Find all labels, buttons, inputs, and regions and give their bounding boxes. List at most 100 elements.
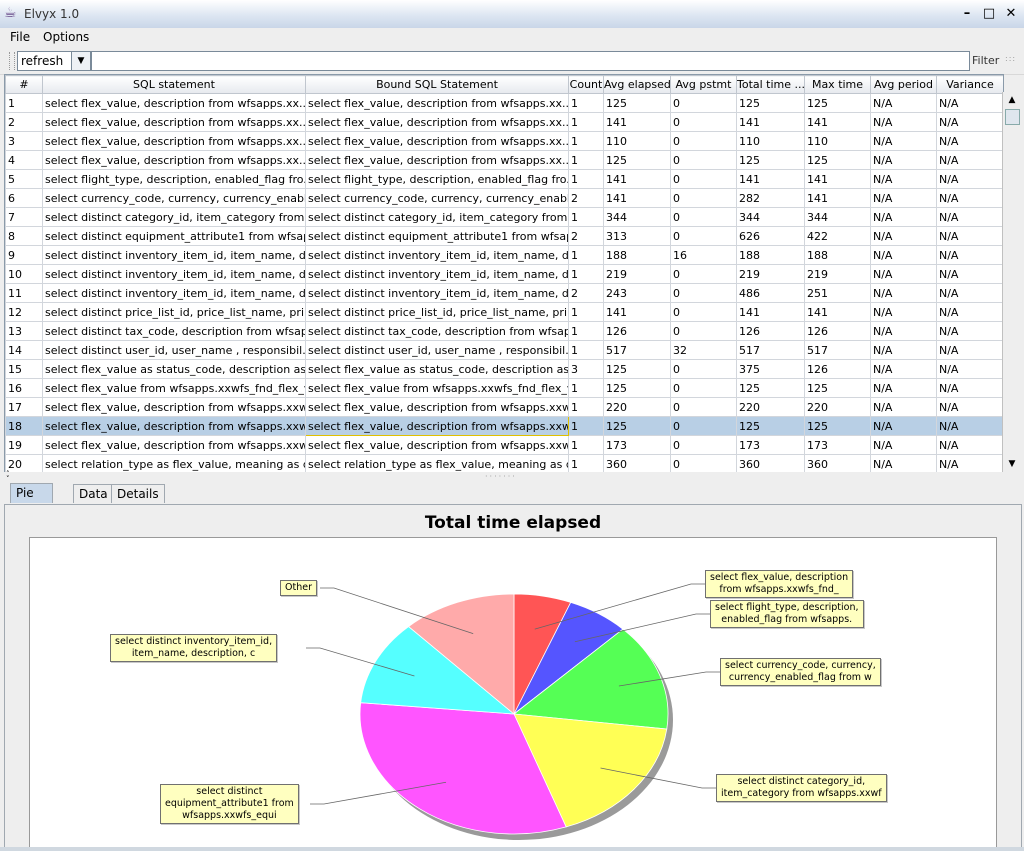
table-cell[interactable]: 626 bbox=[736, 226, 805, 246]
table-cell[interactable]: 4 bbox=[5, 150, 43, 170]
tab-data[interactable]: Data bbox=[73, 484, 114, 503]
table-cell[interactable]: 125 bbox=[603, 378, 671, 398]
table-cell[interactable]: 344 bbox=[804, 207, 871, 227]
table-cell[interactable]: 188 bbox=[804, 245, 871, 265]
tab-pie-chart[interactable]: Pie chart bbox=[10, 483, 54, 518]
table-cell[interactable]: 126 bbox=[804, 321, 871, 341]
table-cell[interactable]: select distinct equipment_attribute1 fro… bbox=[42, 226, 306, 246]
table-cell[interactable]: 2 bbox=[568, 283, 604, 303]
pie-slice[interactable] bbox=[359, 702, 567, 835]
filter-input[interactable] bbox=[91, 51, 970, 71]
toolbar-grip[interactable] bbox=[9, 52, 15, 70]
table-cell[interactable]: N/A bbox=[936, 302, 1003, 322]
table-cell[interactable]: 1 bbox=[568, 454, 604, 473]
table-cell[interactable]: 141 bbox=[736, 302, 805, 322]
table-row[interactable]: 11 select distinct inventory_item_id, ite… bbox=[5, 283, 1003, 303]
pie-slice[interactable] bbox=[407, 593, 515, 715]
table-row[interactable]: 14 select distinct user_id, user_name , r… bbox=[5, 340, 1003, 360]
table-cell[interactable]: N/A bbox=[936, 321, 1003, 341]
maximize-button[interactable]: □ bbox=[982, 6, 996, 21]
refresh-combo[interactable]: refresh ▼ bbox=[17, 51, 91, 71]
table-cell[interactable]: 126 bbox=[804, 359, 871, 379]
minimize-button[interactable]: – bbox=[963, 6, 971, 21]
table-cell[interactable]: N/A bbox=[936, 454, 1003, 473]
menu-options[interactable]: Options bbox=[43, 30, 90, 44]
table-cell[interactable]: N/A bbox=[936, 435, 1003, 455]
table-cell[interactable]: 0 bbox=[670, 188, 737, 208]
table-row[interactable]: 15 select flex_value as status_code, desc… bbox=[5, 359, 1003, 379]
table-cell[interactable]: 11 bbox=[5, 283, 43, 303]
table-cell[interactable]: 141 bbox=[736, 169, 805, 189]
table-cell[interactable]: 32 bbox=[670, 340, 737, 360]
table-cell[interactable]: N/A bbox=[870, 435, 937, 455]
table-row[interactable]: 10 select distinct inventory_item_id, ite… bbox=[5, 264, 1003, 284]
table-cell[interactable]: 3 bbox=[5, 131, 43, 151]
table-cell[interactable]: N/A bbox=[936, 188, 1003, 208]
table-row[interactable]: 1 select flex_value, description from wfs… bbox=[5, 93, 1003, 113]
table-cell[interactable]: select flex_value, description from wfsa… bbox=[305, 150, 569, 170]
table-cell[interactable]: N/A bbox=[936, 359, 1003, 379]
table-cell[interactable]: 1 bbox=[568, 112, 604, 132]
table-cell[interactable]: select flex_value as status_code, descri… bbox=[42, 359, 306, 379]
table-cell[interactable]: select flex_value, description from wfsa… bbox=[305, 416, 569, 436]
table-cell[interactable]: 126 bbox=[736, 321, 805, 341]
table-cell[interactable]: 1 bbox=[568, 150, 604, 170]
table-cell[interactable]: 2 bbox=[568, 188, 604, 208]
table-cell[interactable]: 0 bbox=[670, 454, 737, 473]
table-cell[interactable]: select distinct price_list_id, price_lis… bbox=[42, 302, 306, 322]
table-row[interactable]: 3 select flex_value, description from wfs… bbox=[5, 131, 1003, 151]
table-cell[interactable]: 1 bbox=[568, 302, 604, 322]
table-cell[interactable]: 0 bbox=[670, 131, 737, 151]
close-button[interactable]: ✕ bbox=[1005, 6, 1017, 21]
table-cell[interactable]: 110 bbox=[804, 131, 871, 151]
table-cell[interactable]: 0 bbox=[670, 150, 737, 170]
split-arrows-icon[interactable]: ˄ ˅ bbox=[6, 470, 10, 483]
scroll-up-icon[interactable]: ▲ bbox=[1008, 95, 1016, 105]
table-scrollbar[interactable]: ▲ ▼ bbox=[1002, 92, 1021, 472]
table-row[interactable]: 18 select flex_value, description from wf… bbox=[5, 416, 1003, 436]
table-cell[interactable]: select distinct inventory_item_id, item_… bbox=[42, 283, 306, 303]
table-cell[interactable]: 18 bbox=[5, 416, 43, 436]
table-cell[interactable]: select distinct category_id, item_catego… bbox=[305, 207, 569, 227]
table-cell[interactable]: select flex_value as status_code, descri… bbox=[305, 359, 569, 379]
table-cell[interactable]: N/A bbox=[870, 302, 937, 322]
table-row[interactable]: 5 select flight_type, description, enable… bbox=[5, 169, 1003, 189]
table-cell[interactable]: N/A bbox=[936, 264, 1003, 284]
table-cell[interactable]: 10 bbox=[5, 264, 43, 284]
table-cell[interactable]: 125 bbox=[736, 150, 805, 170]
table-cell[interactable]: 0 bbox=[670, 435, 737, 455]
table-cell[interactable]: 360 bbox=[603, 454, 671, 473]
table-cell[interactable]: N/A bbox=[936, 340, 1003, 360]
table-cell[interactable]: N/A bbox=[870, 169, 937, 189]
table-cell[interactable]: 360 bbox=[736, 454, 805, 473]
table-cell[interactable]: 1 bbox=[568, 93, 604, 113]
table-cell[interactable]: N/A bbox=[936, 378, 1003, 398]
table-cell[interactable]: N/A bbox=[870, 131, 937, 151]
table-cell[interactable]: 141 bbox=[804, 169, 871, 189]
scroll-thumb[interactable] bbox=[1005, 109, 1020, 125]
column-header[interactable]: Total time ... bbox=[736, 75, 805, 94]
table-cell[interactable]: 1 bbox=[568, 207, 604, 227]
table-cell[interactable]: N/A bbox=[870, 207, 937, 227]
table-cell[interactable]: 0 bbox=[670, 93, 737, 113]
table-cell[interactable]: 0 bbox=[670, 112, 737, 132]
table-cell[interactable]: 1 bbox=[568, 378, 604, 398]
table-cell[interactable]: N/A bbox=[936, 245, 1003, 265]
table-cell[interactable]: 0 bbox=[670, 321, 737, 341]
table-cell[interactable]: N/A bbox=[870, 378, 937, 398]
table-cell[interactable]: 0 bbox=[670, 378, 737, 398]
column-header[interactable]: Avg elapsed bbox=[603, 75, 671, 94]
table-cell[interactable]: N/A bbox=[936, 150, 1003, 170]
table-cell[interactable]: N/A bbox=[870, 93, 937, 113]
table-cell[interactable]: N/A bbox=[870, 416, 937, 436]
table-cell[interactable]: 12 bbox=[5, 302, 43, 322]
table-cell[interactable]: N/A bbox=[870, 264, 937, 284]
column-header[interactable]: Count bbox=[568, 75, 604, 94]
menu-file[interactable]: File bbox=[10, 30, 31, 44]
table-cell[interactable]: 110 bbox=[736, 131, 805, 151]
table-cell[interactable]: 1 bbox=[568, 321, 604, 341]
table-cell[interactable]: select flex_value, description from wfsa… bbox=[42, 397, 306, 417]
table-row[interactable]: 2 select flex_value, description from wfs… bbox=[5, 112, 1003, 132]
table-cell[interactable]: 173 bbox=[804, 435, 871, 455]
table-cell[interactable]: select distinct inventory_item_id, item_… bbox=[305, 264, 569, 284]
